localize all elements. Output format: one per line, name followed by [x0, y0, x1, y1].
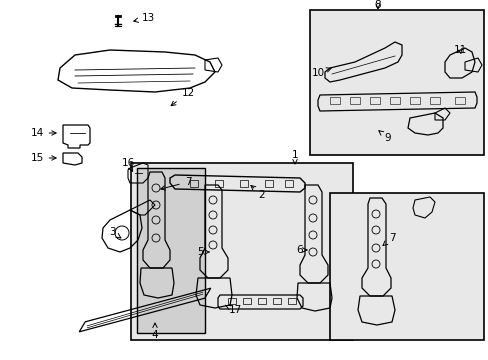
Bar — [131, 163, 352, 340]
Bar — [227, 298, 236, 304]
Bar — [243, 298, 250, 304]
Text: 16: 16 — [121, 158, 134, 171]
Bar — [272, 298, 281, 304]
Text: 12: 12 — [171, 88, 194, 106]
Bar — [190, 180, 198, 187]
Text: 2: 2 — [250, 185, 265, 200]
Bar — [285, 180, 292, 187]
Bar — [258, 298, 265, 304]
Text: 5: 5 — [196, 247, 209, 257]
Bar — [454, 97, 464, 104]
Bar — [329, 193, 483, 340]
Text: 4: 4 — [151, 323, 158, 340]
Text: 8: 8 — [374, 0, 381, 10]
Text: 15: 15 — [30, 153, 56, 163]
Bar — [215, 180, 223, 187]
Text: 14: 14 — [30, 128, 56, 138]
Text: 7: 7 — [382, 233, 394, 246]
Text: 1: 1 — [291, 150, 298, 164]
Text: 10: 10 — [311, 68, 330, 78]
Text: 11: 11 — [452, 45, 466, 55]
Text: 17: 17 — [225, 305, 241, 315]
Bar — [389, 97, 399, 104]
Bar — [240, 180, 247, 187]
Text: 6: 6 — [296, 245, 306, 255]
Bar — [329, 97, 339, 104]
Bar — [287, 298, 295, 304]
Bar — [264, 180, 272, 187]
Text: 3: 3 — [108, 227, 121, 238]
Bar — [369, 97, 379, 104]
Bar — [137, 168, 204, 333]
Bar — [409, 97, 419, 104]
Bar — [429, 97, 439, 104]
Bar — [349, 97, 359, 104]
Text: 7: 7 — [161, 177, 191, 190]
Text: 9: 9 — [378, 131, 390, 143]
Text: 13: 13 — [134, 13, 154, 23]
Bar — [309, 10, 483, 155]
